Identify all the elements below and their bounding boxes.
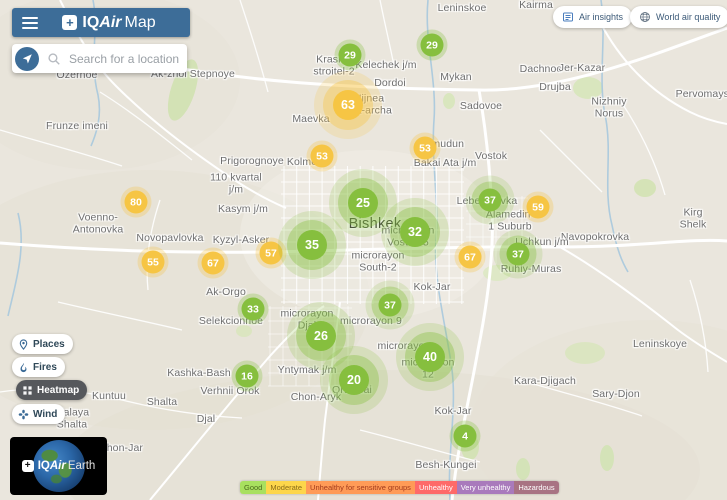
locate-me-button[interactable]: [15, 46, 39, 71]
brand-text: IQAir Map: [82, 13, 156, 31]
aqi-marker[interactable]: 80: [124, 190, 148, 214]
aqi-marker[interactable]: 33: [241, 297, 265, 321]
air-insights-button[interactable]: Air insights: [553, 6, 633, 28]
earth-brand-text: IQAir Earth: [37, 460, 96, 472]
aqi-marker[interactable]: 37: [506, 242, 530, 266]
legend-item: Very unhealthy: [456, 481, 515, 494]
layer-heatmap-label: Heatmap: [37, 384, 80, 396]
search-input[interactable]: [67, 50, 181, 67]
layer-button-fires[interactable]: Fires: [12, 357, 65, 377]
aqi-marker[interactable]: 63: [333, 90, 363, 120]
globe-icon: [640, 12, 650, 22]
aqi-marker[interactable]: 16: [235, 364, 259, 388]
heatmap-grid-icon: [23, 385, 32, 395]
aqi-marker[interactable]: 26: [306, 321, 336, 351]
layer-button-wind[interactable]: Wind: [12, 404, 66, 424]
layer-button-places[interactable]: Places: [12, 334, 73, 354]
legend-item: Good: [240, 481, 267, 494]
aqi-marker[interactable]: 37: [478, 188, 502, 212]
aqi-marker[interactable]: 20: [339, 365, 369, 395]
search-icon: [47, 52, 61, 66]
world-air-quality-button[interactable]: World air quality: [630, 6, 727, 28]
aqi-marker[interactable]: 35: [297, 230, 327, 260]
aqi-marker[interactable]: 67: [458, 245, 482, 269]
iqair-logo-icon: [62, 15, 78, 30]
aqi-marker[interactable]: 37: [378, 293, 402, 317]
map-pin-icon: [19, 338, 28, 350]
layer-places-label: Places: [33, 338, 65, 350]
insights-list-icon: [563, 12, 573, 22]
aqi-marker[interactable]: 4: [453, 424, 477, 448]
legend-item: Moderate: [266, 481, 307, 494]
aqi-legend: Good Moderate Unhealthy for sensitive grou…: [240, 481, 559, 494]
legend-item: Hazardous: [514, 481, 559, 494]
navigation-arrow-icon: [22, 53, 32, 63]
map-green-areas: [167, 59, 656, 480]
wind-pinwheel-icon: [18, 409, 29, 419]
air-insights-label: Air insights: [579, 12, 624, 22]
aqi-marker[interactable]: 29: [420, 33, 444, 57]
legend-item: Unhealthy for sensitive groups: [306, 481, 415, 494]
aqi-marker[interactable]: 67: [201, 251, 225, 275]
aqi-marker[interactable]: 55: [141, 250, 165, 274]
aqi-marker[interactable]: 40: [415, 342, 445, 372]
hamburger-icon: [22, 16, 38, 29]
menu-button[interactable]: [22, 16, 38, 29]
aqi-marker[interactable]: 57: [259, 241, 283, 265]
flame-icon: [20, 362, 27, 372]
legend-item: Unhealthy: [414, 481, 457, 494]
aqi-marker[interactable]: 29: [338, 43, 362, 67]
layer-fires-label: Fires: [33, 361, 57, 373]
world-air-quality-label: World air quality: [656, 12, 721, 22]
earth-globe-image: [33, 440, 85, 492]
layer-button-heatmap[interactable]: Heatmap: [16, 380, 88, 400]
aqi-marker[interactable]: 25: [348, 188, 378, 218]
iqair-logo-icon: [21, 460, 34, 472]
aqi-marker[interactable]: 53: [413, 136, 437, 160]
layer-wind-label: Wind: [33, 408, 58, 420]
aqi-marker[interactable]: 53: [310, 144, 334, 168]
aqi-marker[interactable]: 32: [400, 217, 430, 247]
search-bar: [12, 44, 187, 73]
aqi-marker[interactable]: 59: [526, 195, 550, 219]
